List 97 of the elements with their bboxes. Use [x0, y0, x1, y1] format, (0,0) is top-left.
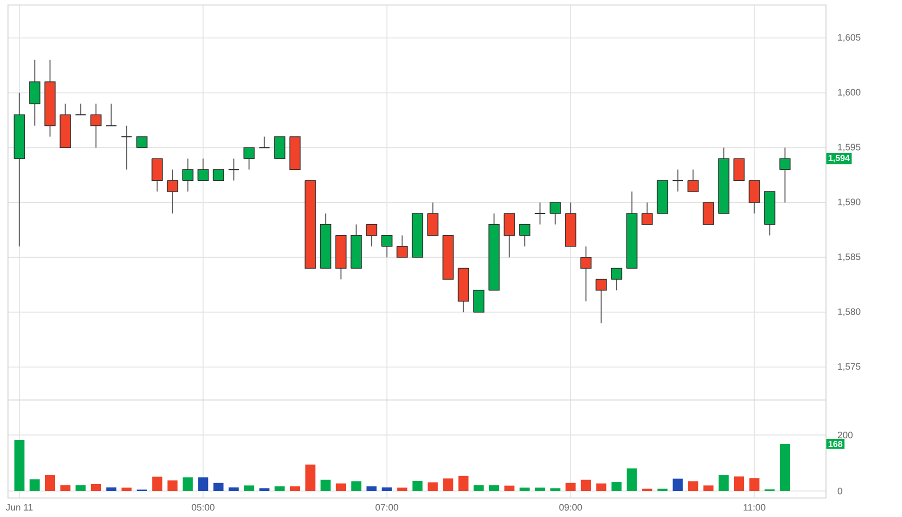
bar — [688, 481, 698, 491]
bar — [290, 486, 300, 491]
y-tick-label: 1,585 — [838, 254, 860, 262]
y-tick-label: 200 — [838, 432, 853, 438]
bar — [320, 480, 331, 491]
candlestick — [106, 103, 117, 126]
candlestick — [596, 278, 607, 324]
bar — [228, 487, 239, 491]
x-tick-label: 07:00 — [376, 504, 398, 511]
candlestick — [366, 224, 378, 247]
bar — [167, 480, 178, 491]
candlestick — [610, 268, 622, 291]
bar — [259, 488, 270, 491]
candlestick — [120, 125, 132, 170]
x-tick-label: 09:00 — [559, 504, 582, 511]
x-tick-label: Jun 11 — [6, 504, 33, 511]
candlestick — [396, 234, 408, 258]
bar — [152, 476, 162, 491]
bar — [336, 483, 346, 491]
bar — [351, 481, 362, 491]
bar — [14, 440, 24, 491]
bar — [182, 477, 193, 491]
candlestick — [672, 169, 684, 192]
bar — [412, 480, 423, 491]
bar — [611, 482, 622, 491]
candlestick — [702, 202, 714, 225]
bar — [780, 444, 790, 491]
bar — [566, 482, 576, 491]
bar — [672, 478, 683, 491]
candlestick — [258, 136, 270, 148]
bar — [504, 486, 514, 491]
candlestick — [228, 158, 240, 182]
bar — [749, 478, 760, 491]
candlestick — [381, 234, 392, 258]
candlestick — [748, 180, 760, 214]
candlestick — [166, 169, 178, 214]
candlestick — [29, 59, 40, 126]
candlestick — [427, 202, 438, 236]
candlestick — [182, 158, 194, 192]
bar — [626, 468, 637, 491]
candlestick — [243, 147, 255, 170]
bar — [458, 476, 468, 491]
bar — [60, 485, 70, 491]
x-tick-label: 05:00 — [192, 504, 214, 511]
y-tick-label: 1,595 — [838, 144, 860, 152]
candlestick — [74, 103, 86, 116]
bar — [489, 485, 500, 491]
candlestick — [152, 158, 163, 192]
bar — [428, 482, 438, 491]
y-tick-label: 1,600 — [838, 88, 860, 97]
bar — [734, 476, 744, 491]
candlestick — [642, 202, 653, 225]
candlestick — [550, 202, 561, 225]
bar — [44, 475, 56, 491]
candlestick — [198, 158, 209, 182]
bar — [534, 488, 546, 491]
bar — [198, 477, 208, 491]
candlestick — [779, 147, 791, 204]
y-tick-label: 0 — [838, 488, 842, 494]
bar — [718, 475, 729, 491]
bar — [30, 479, 40, 491]
candlestick — [519, 224, 530, 247]
y-tick-label: 1,605 — [838, 34, 860, 42]
candlestick — [687, 169, 699, 192]
bar — [703, 485, 714, 491]
bar — [443, 478, 454, 491]
bar — [397, 488, 408, 491]
bar — [122, 488, 132, 491]
bar — [244, 485, 254, 491]
candlestick — [733, 158, 745, 181]
bar — [520, 488, 530, 491]
bar — [550, 488, 560, 491]
bar — [106, 487, 116, 491]
bar — [76, 485, 86, 491]
text: 168 — [828, 440, 842, 448]
candlestick — [90, 103, 102, 148]
candlestick — [580, 246, 592, 302]
candlestick — [212, 169, 224, 181]
bar — [596, 483, 606, 491]
candlestick — [504, 212, 515, 258]
y-tick-label: 1,590 — [838, 198, 860, 206]
bar — [90, 484, 101, 491]
bar — [213, 482, 224, 491]
candlestick — [473, 290, 484, 313]
bar — [274, 486, 285, 491]
bar — [305, 464, 316, 491]
bar — [474, 485, 484, 491]
y-tick-label: 1,575 — [838, 363, 860, 371]
candlestick — [534, 202, 546, 225]
bar — [580, 480, 591, 491]
bar — [366, 486, 377, 491]
candlestick — [274, 136, 286, 160]
text: 1,594 — [828, 154, 850, 162]
x-tick-label: 11:00 — [744, 504, 766, 511]
y-tick-label: 1,580 — [838, 308, 860, 316]
bar — [382, 487, 392, 491]
candlestick — [136, 136, 148, 148]
